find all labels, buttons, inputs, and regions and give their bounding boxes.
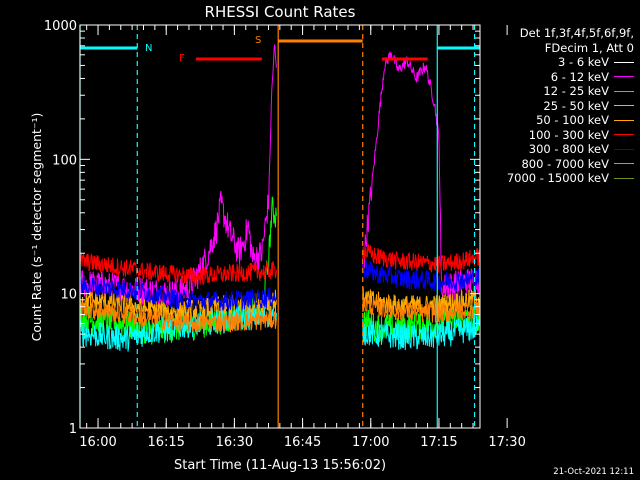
series-line-6-12-keV: [79, 44, 277, 309]
legend-swatch: [614, 134, 634, 136]
legend-item: 25 - 50 keV: [482, 99, 634, 114]
legend-label: 3 - 6 keV: [558, 55, 609, 69]
x-tick-label: 17:15: [420, 435, 457, 450]
legend-swatch: [614, 177, 634, 179]
series-line-3-6-keV: [362, 85, 481, 374]
y-tick-label: 1000: [44, 19, 77, 34]
legend-label: 300 - 800 keV: [528, 142, 609, 156]
series-line-3-6-keV: [79, 95, 277, 381]
legend-item: 12 - 25 keV: [482, 84, 634, 99]
legend-item: 3 - 6 keV: [482, 55, 634, 70]
x-tick-label: 16:30: [216, 435, 253, 450]
legend-item: 300 - 800 keV: [482, 142, 634, 157]
x-tick-label: 17:00: [352, 435, 389, 450]
x-axis-label: Start Time (11-Aug-13 15:56:02): [174, 458, 386, 473]
legend-item: 6 - 12 keV: [482, 70, 634, 85]
series-line-25-50-keV: [362, 315, 481, 351]
series-line-100-300-keV: [362, 244, 481, 273]
legend-swatch: [614, 76, 634, 78]
plot-frame: [79, 24, 481, 429]
legend-swatch: [614, 61, 634, 63]
y-tick-label: 1: [69, 422, 77, 437]
y-axis-label: Count Rate (s⁻¹ detector segment⁻¹): [29, 113, 44, 342]
series-line-300-800-keV: [362, 260, 481, 293]
legend-header-decimation: FDecim 1, Att 0: [544, 40, 634, 55]
legend-label: 50 - 100 keV: [536, 113, 609, 127]
legend-label: 100 - 300 keV: [528, 127, 609, 142]
legend-label: 6 - 12 keV: [550, 69, 609, 84]
legend-swatch: [614, 119, 634, 121]
y-tick-label: 10: [60, 288, 77, 303]
legend-label: 800 - 7000 keV: [521, 156, 609, 171]
legend-item: 800 - 7000 keV: [482, 157, 634, 172]
legend-label: 7000 - 15000 keV: [506, 171, 609, 185]
legend: Det 1f,3f,4f,5f,6f,9f, FDecim 1, Att 0 3…: [482, 26, 634, 186]
x-tick-label: 16:00: [79, 435, 116, 450]
y-tick-label: 100: [52, 153, 77, 168]
x-tick-label: 16:45: [284, 435, 321, 450]
series-line-6-12-keV: [362, 51, 481, 302]
legend-swatch: [614, 105, 634, 107]
chart-title: RHESSI Count Rates: [205, 3, 356, 21]
legend-swatch: [614, 90, 634, 92]
legend-item: 50 - 100 keV: [482, 113, 634, 128]
plot-timestamp: 21-Oct-2021 12:11: [553, 467, 634, 477]
series-line-800-7000-keV: [362, 295, 481, 324]
annotation-label-s: S: [255, 35, 261, 46]
legend-item: 7000 - 15000 keV: [482, 171, 634, 186]
legend-label: 12 - 25 keV: [543, 84, 609, 98]
legend-swatch: [614, 148, 634, 150]
series-line-100-300-keV: [79, 253, 277, 286]
x-tick-label: 16:15: [147, 435, 184, 450]
legend-label: 25 - 50 keV: [543, 98, 609, 113]
series-line-800-7000-keV: [79, 300, 277, 333]
annotation-label-n: N: [145, 43, 152, 54]
legend-item: 100 - 300 keV: [482, 128, 634, 143]
legend-header-detectors: Det 1f,3f,4f,5f,6f,9f,: [519, 26, 634, 40]
x-tick-label: 17:30: [488, 435, 525, 450]
annotation-label-f: F: [179, 53, 185, 64]
series-line-300-800-keV: [79, 274, 277, 312]
legend-swatch: [614, 163, 634, 165]
